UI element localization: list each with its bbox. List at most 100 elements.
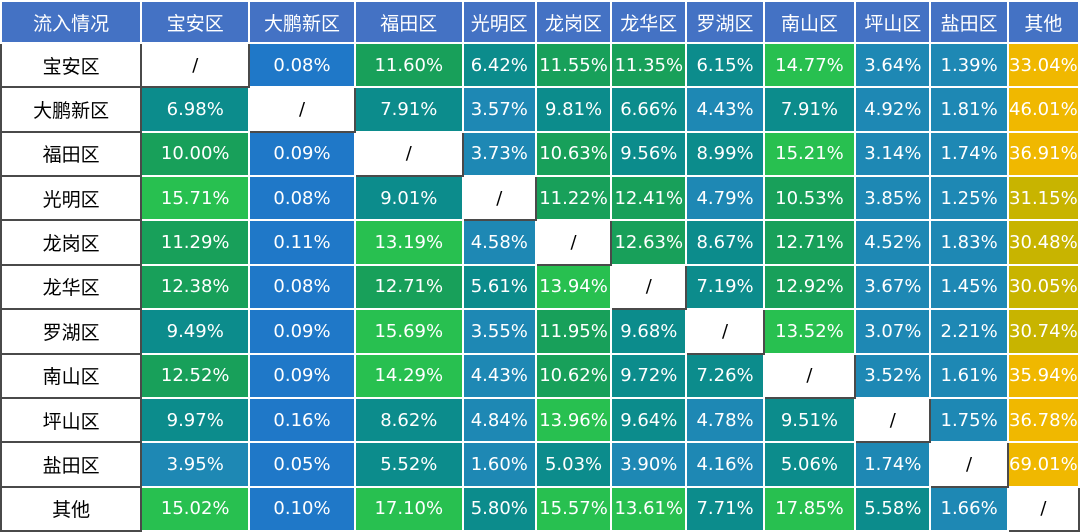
heatmap-cell: 10.62% <box>534 352 613 399</box>
heatmap-cell: 1.75% <box>929 396 1009 444</box>
heatmap-cell: 8.67% <box>685 219 765 266</box>
heatmap-cell: 35.94% <box>1006 352 1080 399</box>
table-row: 南山区 12.52% 0.09% 14.29% 4.43% 10.62% 9.72% 7.26… <box>0 352 1080 399</box>
heatmap-cell: 4.52% <box>854 219 932 266</box>
heatmap-cell: / <box>1006 485 1080 532</box>
table-row: 福田区 10.00% 0.09%/3.73% 10.63% 9.56% 8.99% 15.2… <box>0 130 1080 178</box>
heatmap-cell: 1.60% <box>461 441 537 488</box>
heatmap-cell: 1.74% <box>929 130 1009 178</box>
table-row: 大鹏新区 6.98%/7.91% 3.57% 9.81% 6.66% 4.43% 7.91%… <box>0 86 1080 133</box>
heatmap-cell: 4.58% <box>461 219 537 266</box>
heatmap-cell: 5.58% <box>854 485 932 532</box>
row-header: 坪山区 <box>0 396 143 444</box>
heatmap-cell: 4.92% <box>854 86 932 133</box>
table-row: 其他 15.02% 0.10% 17.10% 5.80% 15.57% 13.61% 7.71… <box>0 485 1080 532</box>
table-row: 罗湖区 9.49% 0.09% 15.69% 3.55% 11.95% 9.68%/13.5… <box>0 308 1080 355</box>
heatmap-cell: 0.08% <box>248 175 356 222</box>
heatmap-cell: 5.52% <box>353 441 464 488</box>
row-header: 宝安区 <box>0 41 143 89</box>
heatmap-cell: 11.95% <box>534 308 613 355</box>
heatmap-cell: 0.09% <box>248 308 356 355</box>
heatmap-cell: 13.94% <box>534 263 613 311</box>
column-header: 其他 <box>1006 0 1080 44</box>
heatmap-cell: 9.56% <box>610 130 688 178</box>
heatmap-cell: 7.26% <box>685 352 765 399</box>
heatmap-cell: 12.92% <box>762 263 857 311</box>
heatmap-cell: 13.19% <box>353 219 464 266</box>
heatmap-cell: 9.72% <box>610 352 688 399</box>
heatmap-cell: 10.53% <box>762 175 857 222</box>
heatmap-cell: 12.52% <box>140 352 251 399</box>
heatmap-cell: 5.03% <box>534 441 613 488</box>
heatmap-cell: 30.48% <box>1006 219 1080 266</box>
heatmap-cell: 10.63% <box>534 130 613 178</box>
header-row: 流入情况 宝安区 大鹏新区 福田区 光明区 龙岗区 龙华区 罗湖区 南山区 坪山区 盐田区 其他 <box>0 0 1080 44</box>
heatmap-cell: 0.16% <box>248 396 356 444</box>
row-header: 龙岗区 <box>0 219 143 266</box>
corner-header: 流入情况 <box>0 0 143 44</box>
column-header: 盐田区 <box>929 0 1009 44</box>
heatmap-cell: 15.71% <box>140 175 251 222</box>
heatmap-cell: 0.10% <box>248 485 356 532</box>
heatmap-cell: 9.97% <box>140 396 251 444</box>
column-header: 光明区 <box>461 0 537 44</box>
heatmap-cell: 3.55% <box>461 308 537 355</box>
column-header: 龙华区 <box>610 0 688 44</box>
heatmap-cell: 15.21% <box>762 130 857 178</box>
heatmap-cell: 17.10% <box>353 485 464 532</box>
heatmap-cell: 8.62% <box>353 396 464 444</box>
heatmap-cell: 9.01% <box>353 175 464 222</box>
column-header: 坪山区 <box>854 0 932 44</box>
row-header: 福田区 <box>0 130 143 178</box>
heatmap-cell: 7.19% <box>685 263 765 311</box>
heatmap-cell: 12.41% <box>610 175 688 222</box>
heatmap-cell: 9.49% <box>140 308 251 355</box>
table-row: 盐田区 3.95% 0.05% 5.52% 1.60% 5.03% 3.90% 4.16% 5.… <box>0 441 1080 488</box>
heatmap-cell: 13.96% <box>534 396 613 444</box>
heatmap-cell: 1.83% <box>929 219 1009 266</box>
column-header: 宝安区 <box>140 0 251 44</box>
heatmap-cell: 11.29% <box>140 219 251 266</box>
heatmap-cell: 30.05% <box>1006 263 1080 311</box>
heatmap-cell: 5.61% <box>461 263 537 311</box>
heatmap-cell: 9.68% <box>610 308 688 355</box>
row-header: 龙华区 <box>0 263 143 311</box>
heatmap-cell: 11.55% <box>534 41 613 89</box>
heatmap-cell: 69.01% <box>1006 441 1080 488</box>
heatmap-cell: 12.63% <box>610 219 688 266</box>
heatmap-cell: 33.04% <box>1006 41 1080 89</box>
heatmap-cell: 12.71% <box>353 263 464 311</box>
table-row: 光明区 15.71% 0.08% 9.01%/11.22% 12.41% 4.79% 10.… <box>0 175 1080 222</box>
heatmap-cell: 4.84% <box>461 396 537 444</box>
heatmap-cell: 12.71% <box>762 219 857 266</box>
heatmap-cell: 10.00% <box>140 130 251 178</box>
heatmap-cell: 30.74% <box>1006 308 1080 355</box>
heatmap-cell: 4.16% <box>685 441 765 488</box>
heatmap-cell: 1.66% <box>929 485 1009 532</box>
heatmap-cell: 14.77% <box>762 41 857 89</box>
heatmap-cell: / <box>929 441 1009 488</box>
heatmap-cell: 11.35% <box>610 41 688 89</box>
heatmap-cell: 0.08% <box>248 263 356 311</box>
heatmap-cell: 4.78% <box>685 396 765 444</box>
heatmap-cell: 36.78% <box>1006 396 1080 444</box>
heatmap-cell: 3.52% <box>854 352 932 399</box>
heatmap-cell: 0.08% <box>248 41 356 89</box>
heatmap-cell: 36.91% <box>1006 130 1080 178</box>
heatmap-cell: 3.95% <box>140 441 251 488</box>
heatmap-cell: 15.02% <box>140 485 251 532</box>
heatmap-body: 宝安区/0.08% 11.60% 6.42% 11.55% 11.35% 6.15% 14.… <box>0 41 1080 532</box>
heatmap-cell: 1.45% <box>929 263 1009 311</box>
heatmap-cell: 8.99% <box>685 130 765 178</box>
table-row: 龙华区 12.38% 0.08% 12.71% 5.61% 13.94%/7.19% 12.… <box>0 263 1080 311</box>
column-header: 龙岗区 <box>534 0 613 44</box>
heatmap-cell: 9.81% <box>534 86 613 133</box>
row-header: 大鹏新区 <box>0 86 143 133</box>
heatmap-cell: 2.21% <box>929 308 1009 355</box>
heatmap-cell: 1.81% <box>929 86 1009 133</box>
heatmap-cell: 4.43% <box>461 352 537 399</box>
heatmap-cell: 17.85% <box>762 485 857 532</box>
heatmap-cell: 1.74% <box>854 441 932 488</box>
heatmap-cell: 15.69% <box>353 308 464 355</box>
heatmap-cell: 1.61% <box>929 352 1009 399</box>
